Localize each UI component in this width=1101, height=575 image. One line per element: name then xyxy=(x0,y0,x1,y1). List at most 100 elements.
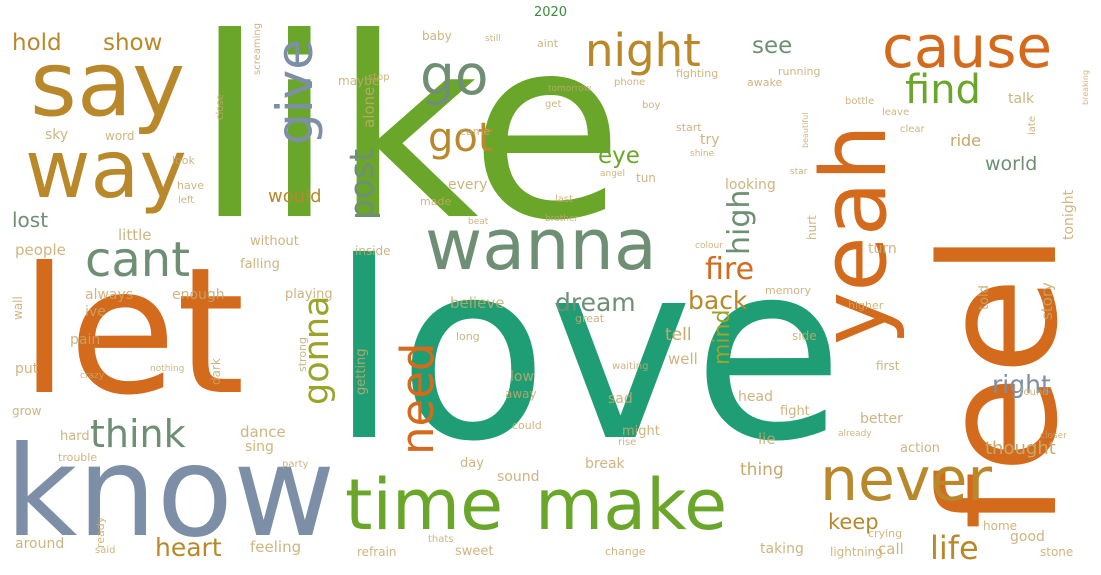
word-low: low xyxy=(510,369,534,385)
word-would: would xyxy=(268,186,322,207)
word-try: try xyxy=(700,132,720,148)
word-post: post xyxy=(342,148,381,220)
word-rise: rise xyxy=(618,437,637,448)
word-refrain: refrain xyxy=(357,545,397,559)
chart-title: 2020 xyxy=(533,5,568,20)
word-show: show xyxy=(103,30,163,56)
word-sing: sing xyxy=(245,439,274,455)
word-people: people xyxy=(15,241,66,259)
word-give: give xyxy=(266,39,324,145)
word-dance: dance xyxy=(240,423,286,441)
word-find: find xyxy=(905,67,981,113)
word-might: might xyxy=(622,424,660,439)
word-head: head xyxy=(738,389,773,405)
word-beautiful: beautiful xyxy=(801,112,810,148)
word-sound: sound xyxy=(497,469,540,485)
word-first: first xyxy=(876,359,900,373)
word-cant: cant xyxy=(85,232,191,288)
word-maybe: maybe xyxy=(338,74,380,88)
word-hold: hold xyxy=(12,30,62,56)
word-told: told xyxy=(977,285,992,310)
word-mind: mind xyxy=(710,309,735,365)
word-home: home xyxy=(983,519,1018,533)
word-day: day xyxy=(460,456,484,471)
word-leave: leave xyxy=(882,107,910,118)
word-ride: ride xyxy=(950,131,982,150)
word-around: around xyxy=(15,536,65,552)
word-tell: tell xyxy=(665,325,692,345)
word-life: life xyxy=(930,529,979,567)
word-talk: talk xyxy=(1008,91,1035,107)
word-world: world xyxy=(985,153,1038,175)
word-beat: beat xyxy=(468,217,489,227)
word-said: said xyxy=(95,545,116,556)
word-fighting: fighting xyxy=(676,67,719,80)
word-lost: lost xyxy=(12,208,49,232)
word-back: back xyxy=(688,286,748,315)
word-clear: clear xyxy=(900,124,925,135)
word-late: late xyxy=(1027,116,1038,135)
word-sad: sad xyxy=(608,391,633,407)
word-have: have xyxy=(177,179,204,192)
word-dream: dream xyxy=(555,288,636,317)
word-brother: brother xyxy=(545,214,579,224)
word-night: night xyxy=(585,24,701,77)
word-say: say xyxy=(30,32,186,137)
word-look: look xyxy=(172,154,195,167)
word-playing: playing xyxy=(285,287,333,302)
word-get: get xyxy=(545,99,562,110)
word-love: love xyxy=(330,210,844,495)
word-star: star xyxy=(790,167,808,177)
word-boy: boy xyxy=(642,100,661,111)
word-strong: strong xyxy=(296,336,309,372)
word-taking: taking xyxy=(760,541,804,557)
word-word: word xyxy=(105,129,135,143)
word-lightning: lightning xyxy=(830,545,883,559)
word-got: got xyxy=(428,115,494,161)
word-left: left xyxy=(178,195,195,206)
word-ive: ive xyxy=(85,304,106,320)
word-break: break xyxy=(585,456,625,472)
word-nothing: nothing xyxy=(150,364,185,374)
word-cause: cause xyxy=(882,13,1053,81)
word-closer: closer xyxy=(1040,431,1067,441)
word-keep: keep xyxy=(828,510,879,534)
word-call: call xyxy=(878,540,904,558)
word-tonight: tonight xyxy=(1061,189,1077,240)
word-tun: tun xyxy=(636,171,656,185)
word-know: know xyxy=(5,420,336,565)
word-screaming: screaming xyxy=(252,22,263,75)
word-close: close xyxy=(215,94,226,120)
word-looking: looking xyxy=(725,177,776,193)
word-right: right xyxy=(992,370,1051,399)
word-believe: believe xyxy=(450,294,505,312)
word-crazy: crazy xyxy=(80,371,105,381)
word-time: time xyxy=(345,464,504,546)
word-tomorrow: tomorrow xyxy=(548,84,592,94)
word-way: way xyxy=(25,123,187,216)
word-higher: higher xyxy=(848,299,884,312)
word-away: away xyxy=(505,387,537,401)
word-heart: heart xyxy=(155,533,222,562)
word-better: better xyxy=(860,411,903,427)
word-colour: colour xyxy=(695,241,723,251)
word-let: let xyxy=(20,231,245,434)
word-lie: lie xyxy=(758,430,776,448)
word-dark: dark xyxy=(209,358,223,385)
word-action: action xyxy=(900,441,941,456)
word-start: start xyxy=(676,121,702,134)
word-wall: wall xyxy=(11,296,25,320)
word-waiting: waiting xyxy=(612,361,649,372)
word-fight: fight xyxy=(780,404,810,419)
word-memory: memory xyxy=(765,284,811,297)
word-change: change xyxy=(605,545,646,558)
word-feeling: feeling xyxy=(250,538,302,556)
word-story: story xyxy=(1038,282,1056,320)
word-long: long xyxy=(456,330,480,343)
word-party: party xyxy=(282,459,309,470)
word-crying: crying xyxy=(868,527,903,540)
word-running: running xyxy=(778,65,821,78)
word-falling: falling xyxy=(240,257,280,272)
word-alone: alone xyxy=(360,86,378,128)
